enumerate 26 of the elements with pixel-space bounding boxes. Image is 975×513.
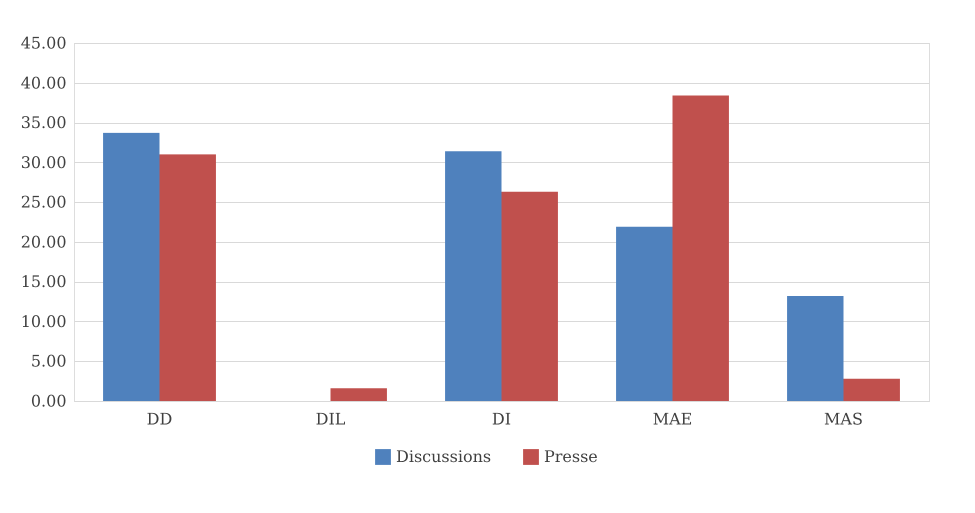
bar [160, 154, 216, 401]
bar [787, 296, 844, 401]
y-tick-label: 30.00 [20, 152, 66, 172]
y-tick-label: 0.00 [30, 392, 66, 410]
bar [103, 132, 160, 401]
x-tick-label: DI [492, 410, 512, 428]
y-tick-label: 45.00 [20, 34, 66, 52]
y-tick-label: 20.00 [20, 232, 66, 252]
bar [616, 226, 672, 401]
y-tick-label: 10.00 [20, 312, 66, 331]
bar [844, 378, 900, 401]
bar [330, 388, 387, 401]
bar [672, 96, 729, 401]
bar [445, 151, 502, 401]
legend-label: Discussions [396, 447, 492, 466]
x-tick-label: MAS [824, 410, 863, 428]
x-tick-label: DIL [316, 410, 346, 428]
y-tick-label: 15.00 [20, 272, 66, 292]
x-tick-label: MAE [652, 410, 692, 428]
x-tick-label: DD [146, 410, 172, 428]
y-tick-label: 40.00 [20, 73, 66, 92]
y-tick-label: 5.00 [30, 352, 66, 371]
legend-label: Presse [544, 447, 598, 466]
y-tick-label: 25.00 [20, 192, 66, 212]
y-tick-label: 35.00 [20, 113, 66, 132]
bar [502, 192, 558, 401]
